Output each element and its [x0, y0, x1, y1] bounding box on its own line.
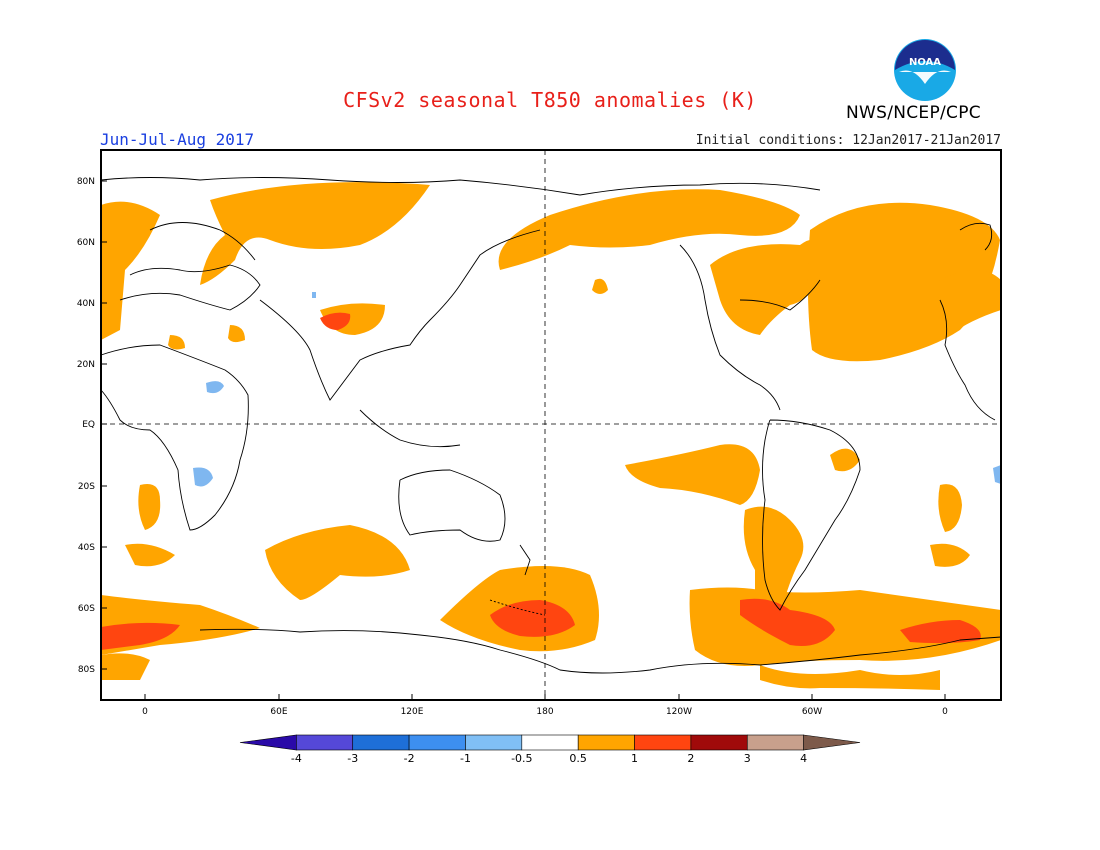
lon-label: 60E: [270, 707, 287, 717]
lat-label: 80N: [77, 177, 95, 187]
map-frame: [100, 149, 1002, 701]
lon-label: 0: [142, 707, 148, 717]
lat-label: EQ: [82, 420, 95, 430]
colorbar-tick-label: -0.5: [511, 752, 532, 765]
colorbar-swatch: [746, 734, 804, 751]
colorbar-tick-label: 1: [631, 752, 638, 765]
lat-label: 20N: [77, 360, 95, 370]
colorbar-tick-label: 2: [687, 752, 694, 765]
colorbar-swatch: [296, 734, 354, 751]
colorbar-tick-label: 3: [744, 752, 751, 765]
lon-label: 120E: [401, 707, 424, 717]
coastlines: [100, 177, 1002, 674]
colorbar-tick-label: 0.5: [569, 752, 587, 765]
colorbar-tick-label: 4: [800, 752, 807, 765]
lon-label: 120W: [666, 707, 692, 717]
colorbar-swatch: [803, 734, 861, 751]
logo-text: NOAA: [909, 57, 941, 68]
initial-conditions-label: Initial conditions: 12Jan2017-21Jan2017: [695, 133, 1001, 148]
colorbar-tick-label: -3: [347, 752, 358, 765]
lat-label: 20S: [78, 482, 95, 492]
lat-label: 40N: [77, 299, 95, 309]
lon-label: 60W: [802, 707, 822, 717]
map-plot-area: [100, 149, 1002, 701]
lat-label: 40S: [78, 543, 95, 553]
season-label: Jun-Jul-Aug 2017: [100, 130, 255, 149]
colorbar-swatch: [577, 734, 635, 751]
latitude-axis: 80N 60N 40N 20N EQ 20S 40S 60S 80S: [77, 177, 107, 675]
anomaly-cool-regions: [193, 292, 1001, 487]
colorbar-swatch: [690, 734, 748, 751]
colorbar-swatch: [408, 734, 466, 751]
map-title: CFSv2 seasonal T850 anomalies (K): [343, 88, 757, 112]
colorbar-swatch: [521, 734, 579, 751]
lon-label: 180: [536, 707, 553, 717]
noaa-logo: NOAA: [894, 39, 956, 101]
agency-label: NWS/NCEP/CPC: [846, 103, 981, 123]
colorbar-swatch: [239, 734, 297, 751]
lat-label: 60N: [77, 238, 95, 248]
colorbar-swatch: [634, 734, 692, 751]
colorbar-tick-label: -1: [460, 752, 471, 765]
lon-label: 0: [942, 707, 948, 717]
longitude-axis: 0 60E 120E 180 120W 60W 0: [142, 694, 948, 717]
colorbar-tick-label: -2: [404, 752, 415, 765]
lat-label: 60S: [78, 604, 95, 614]
anomaly-strong-regions: [101, 312, 981, 650]
colorbar: -4 -3 -2 -1 -0.5 0.5 1 2 3 4: [239, 734, 861, 765]
colorbar-swatch: [352, 734, 410, 751]
colorbar-swatch: [465, 734, 523, 751]
lat-label: 80S: [78, 665, 95, 675]
colorbar-tick-label: -4: [291, 752, 302, 765]
